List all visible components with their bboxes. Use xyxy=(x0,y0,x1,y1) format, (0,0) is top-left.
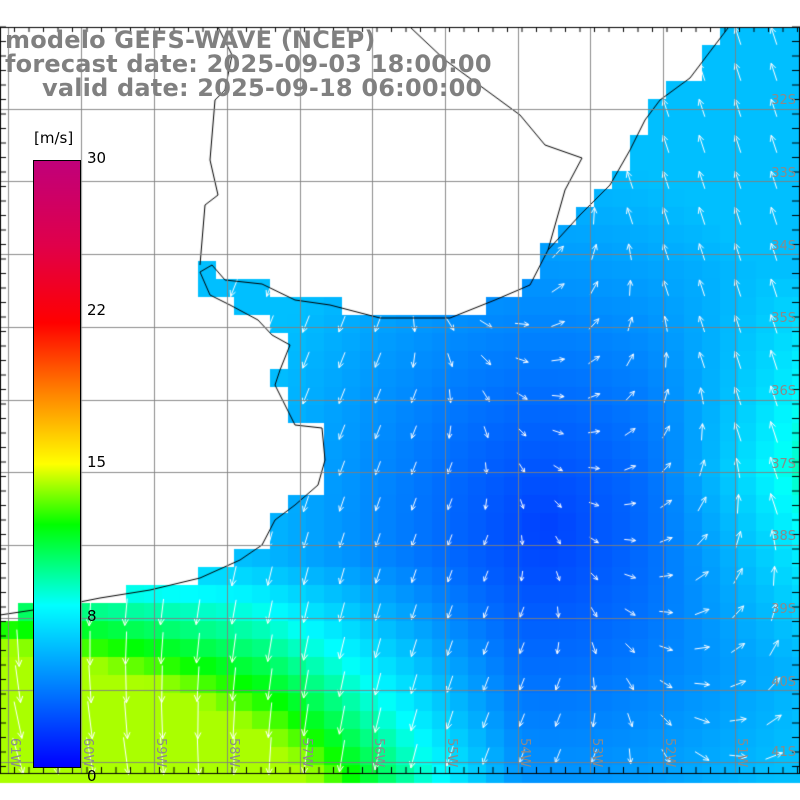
lat-label: 34S xyxy=(771,239,796,254)
colorbar-unit: [m/s] xyxy=(34,129,74,147)
colorbar-tick: 0 xyxy=(87,767,97,785)
forecast-date: forecast date: 2025-09-03 18:00:00 xyxy=(5,50,492,78)
colorbar-tick: 30 xyxy=(87,149,107,167)
lat-label: 33S xyxy=(771,166,796,181)
lat-label: 40S xyxy=(771,675,796,690)
lat-label: 41S xyxy=(771,745,796,760)
lon-label: 53W xyxy=(589,738,604,768)
colorbar-tick: 8 xyxy=(87,607,97,625)
lon-label: 60W xyxy=(80,738,95,768)
lon-label: 61W xyxy=(7,738,22,768)
lon-label: 58W xyxy=(226,738,241,768)
lon-label: 51W xyxy=(734,738,749,768)
lon-label: 56W xyxy=(371,738,386,768)
colorbar-tick: 15 xyxy=(87,453,107,471)
model-title: modelo GEFS-WAVE (NCEP) xyxy=(5,26,376,54)
lat-label: 38S xyxy=(771,529,796,544)
colorbar-tick: 22 xyxy=(87,301,107,319)
lon-label: 59W xyxy=(153,738,168,768)
lat-label: 37S xyxy=(771,457,796,472)
lon-label: 55W xyxy=(444,738,459,768)
lat-label: 35S xyxy=(771,311,796,326)
colorbar xyxy=(33,160,81,768)
lon-label: 57W xyxy=(299,738,314,768)
lat-label: 39S xyxy=(771,602,796,617)
lon-label: 52W xyxy=(662,738,677,768)
lon-label: 54W xyxy=(517,738,532,768)
lat-label: 36S xyxy=(771,384,796,399)
valid-date: valid date: 2025-09-18 06:00:00 xyxy=(42,74,483,102)
lat-label: 32S xyxy=(771,93,796,108)
